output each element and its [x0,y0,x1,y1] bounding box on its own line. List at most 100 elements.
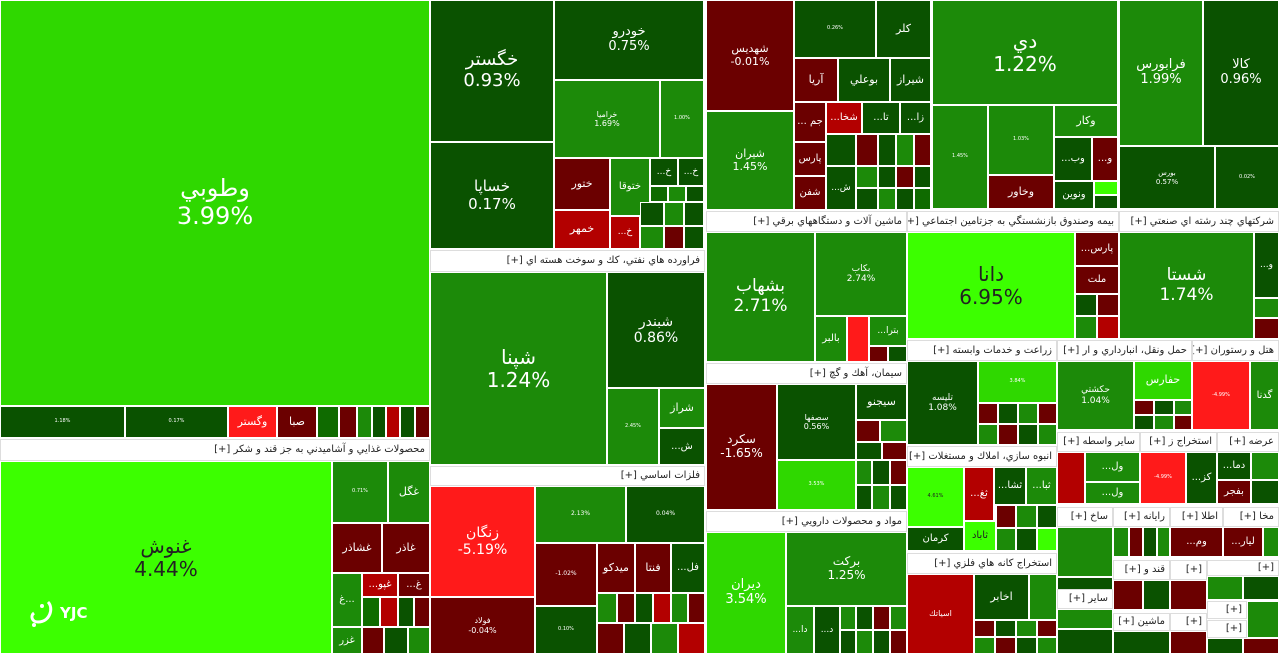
tile-kedma[interactable]: اسياتك [907,574,974,654]
sector-header-sugar[interactable]: قند و [+] [1113,560,1170,580]
tile-stock[interactable] [878,134,896,166]
tile-stock[interactable] [856,420,880,442]
tile-stock[interactable]: غ... [332,573,362,627]
tile-stock[interactable] [880,420,907,442]
tile-stock[interactable] [1154,415,1174,430]
tile-kala[interactable]: كالا 0.96% [1203,0,1279,146]
tile-stock[interactable] [1057,629,1113,654]
tile-stock[interactable] [890,460,907,485]
tile-sijno[interactable]: سيجنو [856,384,907,420]
tile-shepna[interactable]: شپنا 1.24% [430,272,607,465]
tile-stock[interactable] [640,226,664,249]
tile-stock[interactable]: 0.02% [1215,146,1279,209]
tile-ghshazar[interactable]: غشاذر [332,523,382,573]
tile-stock[interactable] [1037,637,1057,654]
tile-bafajr[interactable]: بفجر [1217,480,1251,504]
tile-stock[interactable] [1037,528,1057,551]
tile-khmehr[interactable]: خمهر [554,210,610,249]
sector-header-multi[interactable]: شركتهاي چند رشته اي صنعتي [+] [1119,211,1279,232]
tile-stock[interactable]: ...و [1254,232,1279,298]
tile-barekat[interactable]: بركت 1.25% [786,532,907,606]
tile-stock[interactable] [1113,631,1170,654]
sector-header-realestate[interactable]: انبوه سازي، املاك و مستغلات [+] [907,446,1057,467]
tile-stock[interactable]: 1.00% [660,80,704,158]
tile-shiraz[interactable]: شيراز [890,58,931,102]
tile-stock[interactable] [1097,294,1119,316]
tile-fazar[interactable]: اخابر [974,574,1029,620]
tile-stock[interactable]: ...دما [1217,452,1251,480]
tile-sharaz[interactable]: شراز [659,388,705,428]
tile-shahdis[interactable]: شهديس -0.01% [706,0,794,111]
tile-stock[interactable] [1207,638,1243,654]
tile-stock[interactable]: 1.03% [988,105,1054,175]
tile-stock[interactable]: -4.99% [1140,452,1186,504]
tile-stock[interactable] [1154,400,1174,415]
tile-shasta[interactable]: شستا 1.74% [1119,232,1254,339]
tile-stock[interactable]: ...ش [826,166,856,210]
tile-stock[interactable]: 2.13% [535,486,626,543]
tile-stock[interactable] [400,406,415,438]
tile-stock[interactable] [372,406,386,438]
tile-stock[interactable] [1016,528,1037,551]
tile-stock[interactable] [617,593,635,623]
tile-stock[interactable] [1016,620,1037,637]
sector-header-manufacturing[interactable]: ساخ [+] [1057,507,1113,527]
tile-zangan[interactable]: زنگان -5.19% [430,486,535,597]
tile-stock[interactable] [640,202,664,226]
tile-stock[interactable] [856,442,882,460]
tile-stock[interactable] [1251,452,1279,480]
tile-sesofha[interactable]: سصفها 0.56% [777,384,856,460]
tile-stock[interactable] [890,630,907,654]
tile-stock[interactable] [684,226,704,249]
tile-stock[interactable] [1038,424,1057,445]
tile-stock[interactable] [1170,580,1207,610]
tile-stock[interactable] [597,593,617,623]
tile-stock[interactable] [651,623,678,654]
tile-foolad[interactable]: فولاد -0.04% [430,597,535,654]
tile-stock[interactable] [1075,294,1097,316]
tile-stock[interactable] [996,505,1016,528]
tile-hakeshti[interactable]: حكشتي 1.04% [1057,361,1134,430]
tile-stock[interactable] [856,188,878,210]
tile-pars[interactable]: پارس [794,142,826,176]
tile-stock[interactable] [1207,576,1243,600]
tile-bourse[interactable]: بورس 0.57% [1119,146,1215,209]
tile-stock[interactable]: 2.45% [607,388,659,465]
sector-header-agriculture[interactable]: زراعت و خدمات وابسته [+] [907,340,1057,361]
tile-stock[interactable] [1094,181,1118,195]
tile-stock[interactable] [914,166,931,188]
tile-stock[interactable] [840,606,856,630]
tile-stock[interactable] [1037,620,1057,637]
tile-stock[interactable] [1038,403,1057,424]
tile-stock[interactable]: ...خ [610,216,640,249]
tile-kerman[interactable]: كرمان [907,527,964,551]
tile-stock[interactable]: 0.17% [125,406,228,438]
sector-header-other-mining[interactable]: استخراج ز [+] [1140,432,1217,452]
tile-stock[interactable] [1243,638,1279,654]
tile-stock[interactable] [826,134,856,166]
tile-booali[interactable]: بوعلي [838,58,890,102]
tile-aria[interactable]: آريا [794,58,838,102]
tile-sekord[interactable]: سكرد -1.65% [706,384,777,510]
tile-stock[interactable] [1094,195,1118,209]
tile-stock[interactable]: ...غپو [362,573,398,597]
tile-stock[interactable] [1057,609,1113,629]
tile-fenta[interactable]: فنتا [635,543,671,593]
tile-shafan[interactable]: شفن [794,176,826,210]
tile-stock[interactable] [1254,298,1279,318]
tile-stock[interactable]: -1.02% [535,543,597,606]
tile-stock[interactable] [357,406,372,438]
tile-sabad[interactable]: ثاباد [964,521,996,551]
sector-header-cement[interactable]: سيمان، آهك و گچ [+] [706,363,907,384]
tile-stock[interactable]: ...شخا [826,102,862,134]
tile-stock[interactable] [856,166,878,188]
tile-stock[interactable] [974,620,995,637]
sector-header-metals[interactable]: فلزات اساسي [+] [430,466,705,486]
tile-stock[interactable] [995,620,1016,637]
tile-ghazar2[interactable]: غزر [332,627,362,654]
tile-stock[interactable] [1016,505,1037,528]
tile-stock[interactable]: ...تا [862,102,900,134]
tile-stock[interactable]: ...ثغ [964,467,994,521]
tile-stock[interactable] [1170,631,1207,654]
tile-stock[interactable] [686,186,704,202]
